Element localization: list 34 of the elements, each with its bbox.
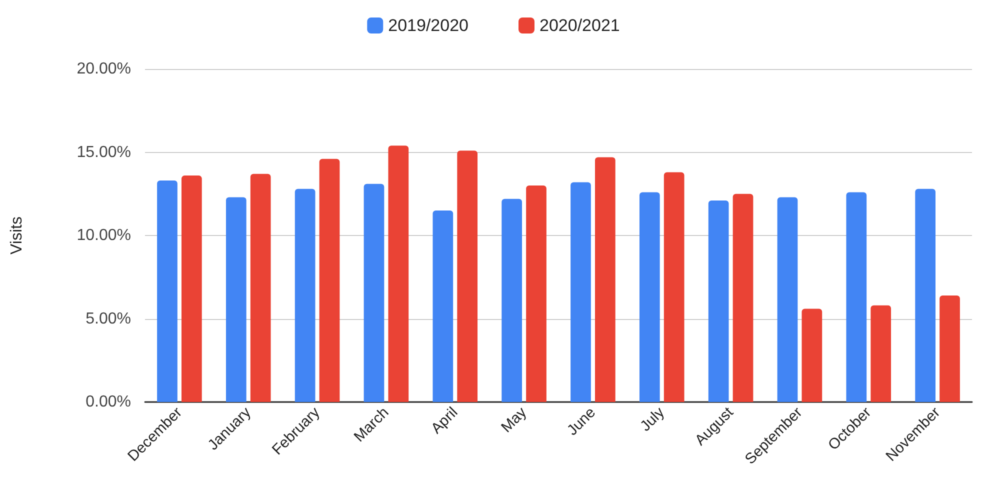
bar xyxy=(664,172,684,402)
bar xyxy=(846,192,867,402)
bar xyxy=(708,200,729,402)
bar xyxy=(732,194,754,402)
bar xyxy=(250,174,271,402)
bar xyxy=(319,158,340,402)
y-tick-label: 10.00% xyxy=(76,227,131,244)
y-tick-label: 15.00% xyxy=(76,144,131,161)
bar xyxy=(594,157,616,402)
bar xyxy=(639,192,660,402)
bar xyxy=(364,184,384,402)
bar xyxy=(526,186,546,402)
y-tick-label: 20.00% xyxy=(76,60,131,78)
y-axis-title: Visits xyxy=(8,216,26,254)
bar xyxy=(157,180,178,402)
bar xyxy=(294,188,316,402)
bar xyxy=(181,176,202,402)
bar xyxy=(432,210,454,402)
bar xyxy=(226,197,246,402)
legend-label: 2019/2020 xyxy=(388,16,469,35)
bar xyxy=(457,150,478,402)
x-tick-label: July xyxy=(637,404,668,435)
y-tick-label: 0.00% xyxy=(86,394,131,410)
bar xyxy=(870,305,892,402)
bar xyxy=(388,146,409,402)
bar xyxy=(777,197,798,402)
bar xyxy=(940,295,960,402)
bar xyxy=(570,182,591,402)
bar xyxy=(802,308,822,402)
x-tick-label: May xyxy=(498,404,530,436)
legend-label: 2020/2021 xyxy=(540,16,620,35)
y-tick-label: 5.00% xyxy=(86,310,131,328)
bar xyxy=(502,198,522,402)
bar xyxy=(915,188,936,402)
